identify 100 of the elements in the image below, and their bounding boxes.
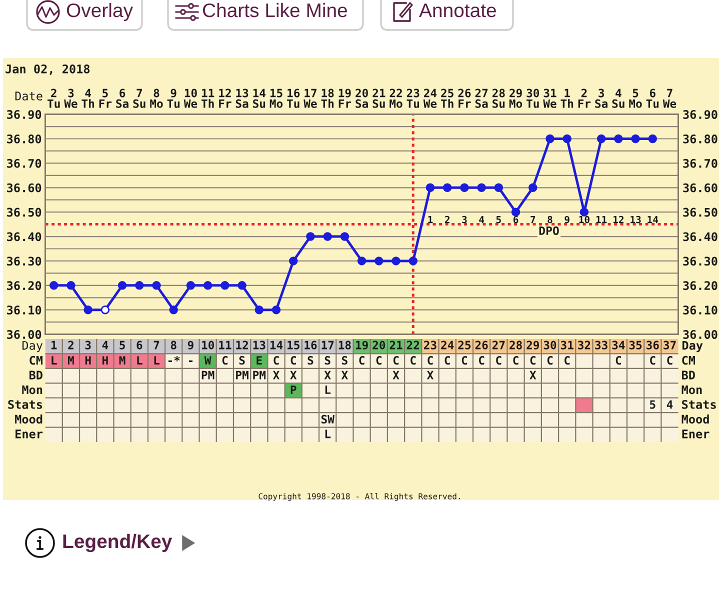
text: C xyxy=(478,356,484,365)
x-tick-label: 24 xyxy=(441,340,454,350)
text: M xyxy=(68,356,74,365)
y2-tick-label: 36.40 xyxy=(683,232,718,242)
category-label: BD xyxy=(682,370,695,380)
annotation: 9 xyxy=(564,216,570,224)
y-tick-label: 36.00 xyxy=(7,330,42,339)
x-tick-label: 3 xyxy=(85,340,91,350)
text: C xyxy=(650,356,656,365)
text: SW xyxy=(321,414,334,424)
category-label: Stats xyxy=(8,400,42,409)
text: L xyxy=(325,386,331,394)
annotation: 6 xyxy=(513,216,518,224)
x-tick-label: 17 xyxy=(322,340,334,350)
annotation: 4 xyxy=(479,216,484,224)
x2-tick-label: 5 Fr xyxy=(99,88,112,108)
x-tick-label: 26 xyxy=(475,340,488,350)
x-tick-label: 2 xyxy=(68,340,74,350)
text: L xyxy=(137,356,142,365)
y2-tick-label: 36.60 xyxy=(683,183,718,192)
text: C xyxy=(462,356,468,365)
y-tick-label: 36.90 xyxy=(7,110,42,120)
text: C xyxy=(616,356,622,365)
x2-tick-label: 2 Fr xyxy=(578,88,591,108)
annotation: 11 xyxy=(596,216,607,224)
x2-tick-label: 6 Tu xyxy=(646,88,659,108)
x2-tick-label: 6 Sa xyxy=(116,88,128,108)
text: C xyxy=(290,356,296,365)
annotation: 12 xyxy=(613,216,624,224)
text: X xyxy=(290,370,297,380)
y2-tick-label: 36.50 xyxy=(683,208,718,217)
text: 5 xyxy=(650,400,656,409)
annotation: 7 xyxy=(530,216,536,224)
x-axis-title: Day xyxy=(22,341,43,352)
x2-tick-label: 11 Th xyxy=(201,88,214,108)
text: C xyxy=(444,356,450,365)
text: -* xyxy=(168,356,180,362)
x2-tick-label: 18 Th xyxy=(321,88,334,108)
text: S xyxy=(342,356,348,365)
text: Annotate xyxy=(419,4,496,18)
text: C xyxy=(530,356,536,365)
x-tick-label: 32 xyxy=(578,340,590,350)
x-tick-label: 6 xyxy=(136,340,142,350)
text: S xyxy=(324,356,330,365)
x2-tick-label: 7 Su xyxy=(133,88,146,108)
y-tick-label: 36.50 xyxy=(7,208,42,217)
x2-tick-label: 16 Tu xyxy=(287,88,300,108)
x-tick-label: 9 xyxy=(188,340,194,350)
text: C xyxy=(222,356,228,365)
text: E xyxy=(256,356,262,365)
text: X xyxy=(426,370,434,380)
category-label: Ener xyxy=(682,430,710,438)
x-tick-label: 30 xyxy=(544,340,556,350)
x2-tick-label: 8 Mo xyxy=(150,88,163,108)
x2-tick-label: 24 We xyxy=(423,88,437,108)
x2-tick-label: 4 Su xyxy=(612,88,624,108)
category-label: Mon xyxy=(682,385,702,394)
text: S xyxy=(308,356,314,365)
category-label: CM xyxy=(682,356,696,365)
x2-tick-label: 4 Th xyxy=(82,88,94,108)
x-tick-label: 8 xyxy=(170,340,176,350)
x-tick-label: 25 xyxy=(458,340,471,350)
x-tick-label: 12 xyxy=(236,340,248,350)
chart-title: Jan 02, 2018 xyxy=(6,64,90,75)
x2-tick-label: 5 Mo xyxy=(629,88,642,108)
x2-tick-label: 7 We xyxy=(662,88,676,108)
text: C xyxy=(428,356,433,365)
text: C xyxy=(359,356,364,365)
text: C xyxy=(547,356,553,365)
y-tick-label: 36.40 xyxy=(7,232,42,242)
y2-tick-label: 36.30 xyxy=(683,256,718,266)
x-tick-label: 28 xyxy=(510,340,522,350)
x2-tick-label: 19 Fr xyxy=(338,88,352,108)
y-tick-label: 36.80 xyxy=(7,134,42,144)
text: H xyxy=(102,356,108,365)
y2-tick-label: 36.10 xyxy=(683,306,718,315)
x2-tick-label: 27 Sa xyxy=(475,88,488,108)
x2-tick-label: 1 Th xyxy=(560,88,574,108)
y-tick-label: 36.10 xyxy=(7,306,42,315)
annotation: 3 xyxy=(462,216,467,224)
text: C xyxy=(410,356,416,365)
y2-tick-label: 36.20 xyxy=(683,281,718,290)
x2-tick-label: 22 Mo xyxy=(390,88,402,108)
y-tick-label: 36.70 xyxy=(7,158,42,168)
annotation: 2 xyxy=(444,216,450,224)
annotation: 14 xyxy=(648,216,658,224)
x2-tick-label: 9 Tu xyxy=(167,88,180,108)
x-tick-label: 1 xyxy=(51,340,57,350)
text: Charts Like Mine xyxy=(202,2,348,18)
text: C xyxy=(274,356,279,365)
text: PM xyxy=(236,370,248,380)
annotation: 13 xyxy=(630,216,641,224)
category-label: Mood xyxy=(682,414,709,424)
x-tick-label: 15 xyxy=(288,340,300,350)
text: C xyxy=(496,356,502,365)
text: L xyxy=(154,356,160,365)
category-label: Ener xyxy=(16,430,43,438)
text: Overlay xyxy=(66,2,133,22)
text: L xyxy=(325,430,331,438)
x-tick-label: 14 xyxy=(270,340,283,350)
